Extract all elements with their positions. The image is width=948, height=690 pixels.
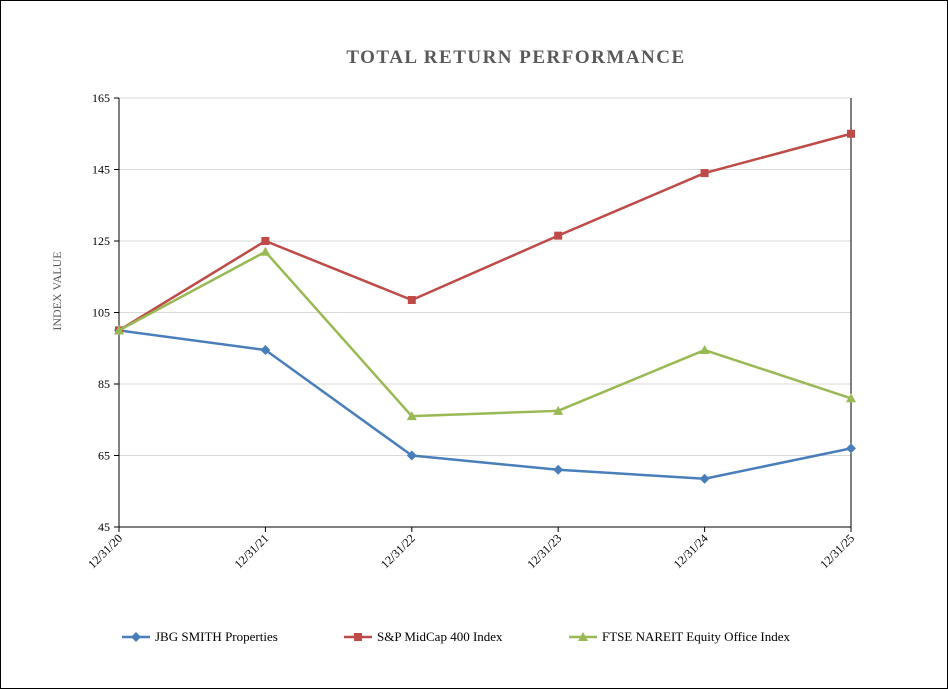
- data-point: [553, 405, 564, 415]
- data-point: [554, 231, 563, 240]
- data-point: [406, 450, 417, 461]
- x-tick-label: 12/31/23: [524, 531, 564, 571]
- series-line: [118, 250, 852, 418]
- series-line: [118, 132, 852, 332]
- data-point: [553, 464, 564, 475]
- x-tick-labels: 12/31/20 12/31/21 12/31/22 12/31/23 12/31/24…: [85, 531, 857, 571]
- x-tick-label: 12/31/21: [231, 531, 271, 571]
- y-axis-label: INDEX VALUE: [50, 251, 64, 330]
- data-point: [847, 129, 855, 138]
- data-point: [846, 393, 856, 403]
- data-point: [260, 345, 271, 356]
- legend-label: JBG SMITH Properties: [155, 629, 278, 644]
- legend-label: FTSE NAREIT Equity Office Index: [602, 629, 790, 644]
- data-point: [700, 169, 709, 178]
- y-tick-label: 65: [98, 449, 110, 463]
- y-tick-label: 45: [98, 520, 110, 534]
- legend-marker: [578, 632, 588, 641]
- y-tick-label: 165: [92, 91, 110, 105]
- data-point: [407, 295, 416, 304]
- series-lines: [114, 129, 856, 484]
- legend-marker: [354, 633, 362, 641]
- legend-item: S&P MidCap 400 Index: [344, 629, 503, 644]
- y-tick-label: 105: [92, 306, 110, 320]
- legend-item: FTSE NAREIT Equity Office Index: [569, 629, 790, 644]
- axes: [114, 97, 852, 532]
- x-tick-label: 12/31/24: [671, 531, 711, 571]
- y-tick-label: 85: [98, 377, 110, 391]
- x-tick-label: 12/31/22: [378, 531, 418, 571]
- series-0: [114, 325, 856, 484]
- data-point: [260, 246, 271, 256]
- y-tick-label: 125: [92, 234, 110, 248]
- data-point: [699, 473, 710, 484]
- legend-label: S&P MidCap 400 Index: [377, 629, 503, 644]
- y-tick-label: 145: [92, 163, 110, 177]
- y-tick-labels: 45 65 85 105 125 145 165: [92, 91, 110, 534]
- legend-item: JBG SMITH Properties: [122, 629, 278, 644]
- data-point: [846, 443, 856, 454]
- x-tick-label: 12/31/20: [85, 531, 125, 571]
- data-point: [261, 237, 270, 245]
- series-1: [115, 129, 855, 335]
- series-2: [114, 246, 856, 421]
- gridlines: [119, 97, 851, 456]
- data-point: [114, 325, 124, 335]
- chart-title: TOTAL RETURN PERFORMANCE: [346, 47, 685, 68]
- data-point: [406, 411, 417, 421]
- series-line: [118, 329, 852, 480]
- data-point: [699, 345, 710, 355]
- x-tick-label: 12/31/25: [817, 531, 857, 571]
- legend: JBG SMITH Properties S&P MidCap 400 Index…: [122, 629, 790, 644]
- legend-marker: [131, 632, 141, 642]
